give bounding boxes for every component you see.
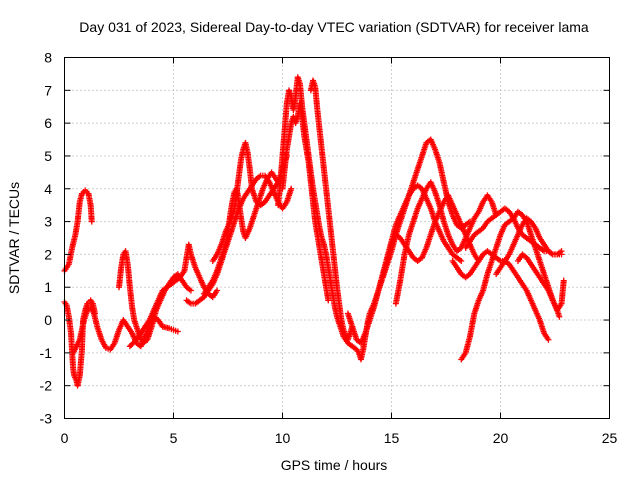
data-point bbox=[174, 328, 181, 335]
series-arc-15 bbox=[392, 179, 500, 307]
y-tick-label: 7 bbox=[44, 82, 52, 98]
y-tick-label: 4 bbox=[44, 181, 52, 197]
series-arc-16 bbox=[449, 248, 552, 343]
x-tick-label: 0 bbox=[61, 430, 69, 446]
series-arc-04 bbox=[116, 248, 194, 347]
series-arc-03 bbox=[70, 303, 181, 356]
series-arc-20 bbox=[514, 251, 563, 320]
x-tick-label: 15 bbox=[384, 430, 400, 446]
data-point bbox=[325, 297, 332, 304]
data-point bbox=[214, 287, 221, 294]
x-tick-label: 5 bbox=[170, 430, 178, 446]
series-arc-01 bbox=[61, 187, 95, 274]
data-point bbox=[458, 257, 465, 264]
series-arc-10 bbox=[279, 100, 332, 304]
data-point bbox=[545, 336, 552, 343]
data-point bbox=[556, 313, 563, 320]
y-tick-label: -2 bbox=[40, 378, 53, 394]
y-tick-label: 2 bbox=[44, 246, 52, 262]
y-tick-label: -3 bbox=[40, 411, 53, 427]
series-arc-06 bbox=[183, 172, 295, 307]
chart-title: Day 031 of 2023, Sidereal Day-to-day VTE… bbox=[79, 19, 589, 35]
y-axis-label: SDTVAR / TECUs bbox=[6, 182, 22, 294]
data-point bbox=[558, 248, 565, 255]
x-axis-label: GPS time / hours bbox=[281, 457, 388, 473]
y-tick-label: 6 bbox=[44, 115, 52, 131]
series-arc-19 bbox=[493, 215, 565, 278]
data-point bbox=[560, 277, 567, 284]
y-tick-label: 5 bbox=[44, 148, 52, 164]
plot-frame bbox=[64, 57, 610, 419]
x-tick-label: 25 bbox=[602, 430, 618, 446]
data-point bbox=[88, 218, 95, 225]
y-tick-label: 1 bbox=[44, 279, 52, 295]
axis-ticks-layer: 0 5 10 15 20 25 -3 -2 -1 0 1 2 3 4 5 6 7 8 bbox=[40, 50, 618, 447]
data-point bbox=[187, 287, 194, 294]
data-point bbox=[288, 185, 295, 192]
x-tick-label: 10 bbox=[275, 430, 291, 446]
data-points-layer bbox=[61, 74, 567, 389]
series-arc-05 bbox=[126, 241, 221, 350]
y-tick-label: 0 bbox=[44, 312, 52, 328]
y-tick-label: -1 bbox=[40, 345, 53, 361]
y-tick-label: 8 bbox=[44, 50, 52, 66]
x-tick-label: 20 bbox=[493, 430, 509, 446]
y-tick-label: 3 bbox=[44, 214, 52, 230]
series-arc-11 bbox=[307, 77, 356, 343]
